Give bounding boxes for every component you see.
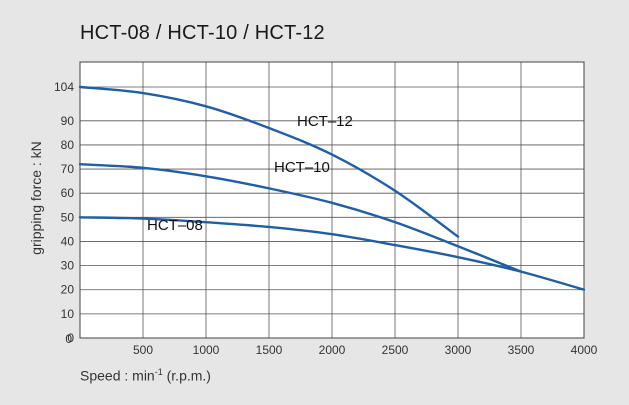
series-label-1: HCT–10: [274, 159, 330, 176]
series-line-2: [78, 85, 460, 238]
chart-title: HCT-08 / HCT-10 / HCT-12: [80, 22, 325, 44]
x-tick-label: 1500: [256, 343, 283, 357]
x-tick-label: 2000: [319, 343, 346, 357]
y-tick-label: 50: [61, 210, 75, 224]
x-tick-label: 3500: [508, 343, 535, 357]
x-tick-label: 4000: [571, 343, 598, 357]
plot-frame: [79, 61, 585, 339]
series-line-1: [78, 163, 523, 273]
y-tick-label: 104: [54, 80, 74, 94]
y-tick-label: 70: [61, 162, 75, 176]
y-tick-label: 60: [61, 186, 75, 200]
series-line-0: [78, 216, 586, 291]
x-tick-label: 3000: [445, 343, 472, 357]
series-label-0: HCT–08: [147, 217, 203, 234]
x-axis-label: Speed : min-1 (r.p.m.): [80, 367, 211, 384]
x-origin-label: 0: [65, 332, 72, 346]
y-tick-label: 20: [61, 283, 75, 297]
series-labels: HCT–08 HCT–10 HCT–12: [147, 113, 353, 234]
y-tick-label: 40: [61, 234, 75, 248]
y-tick-label: 90: [61, 114, 75, 128]
y-tick-label: 0: [67, 331, 74, 345]
x-tick-label: 2500: [382, 343, 409, 357]
tick-labels: 500 1000 1500 2000 2500 3000 3500 4000 0 10 20 30 40…: [54, 80, 598, 357]
series-group: [78, 85, 586, 291]
y-tick-label: 10: [61, 307, 75, 321]
x-tick-label: 1000: [193, 343, 220, 357]
series-label-2: HCT–12: [297, 113, 353, 130]
y-tick-label: 80: [61, 138, 75, 152]
x-tick-label: 500: [133, 343, 153, 357]
grid: [79, 61, 585, 339]
y-tick-label: 30: [61, 259, 75, 273]
